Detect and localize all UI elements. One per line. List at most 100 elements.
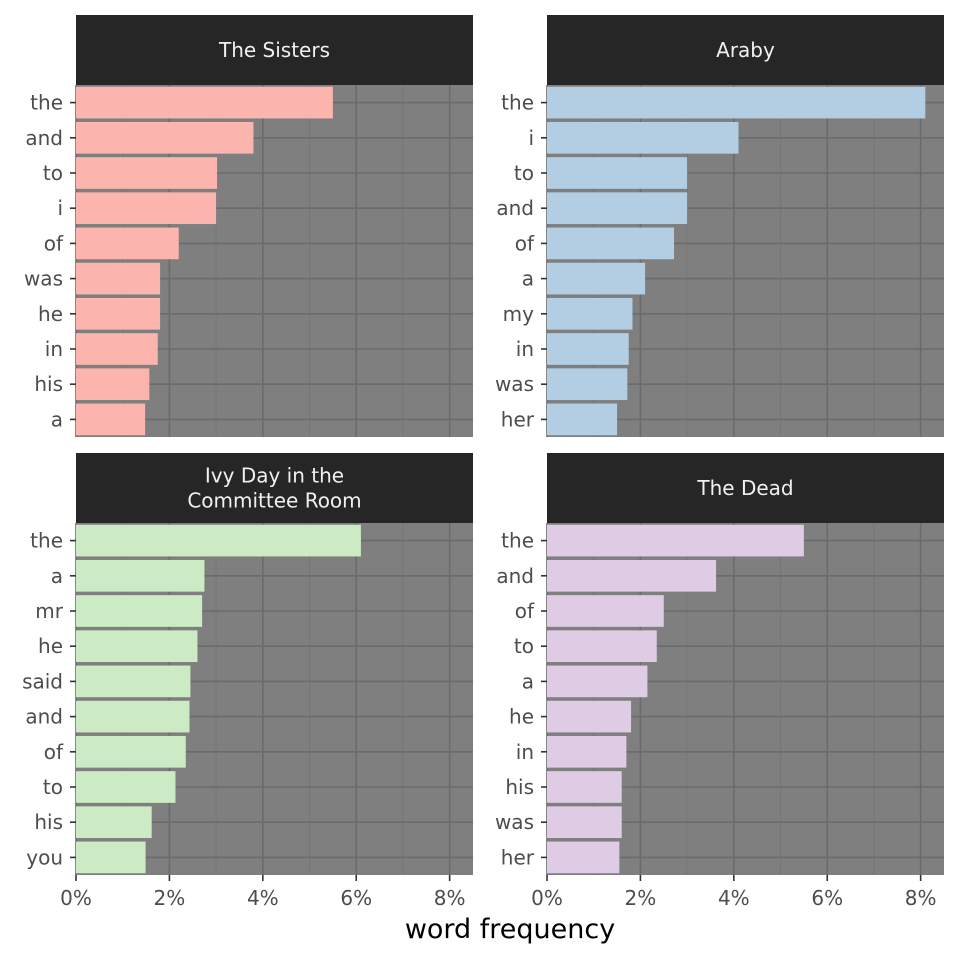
facet-title: Araby xyxy=(716,38,775,62)
x-tick-label: 6% xyxy=(811,886,843,910)
y-tick-label: was xyxy=(495,810,534,834)
y-tick-label: of xyxy=(44,231,64,255)
x-tick-label: 4% xyxy=(718,886,750,910)
bar xyxy=(76,665,191,698)
y-tick-label: and xyxy=(496,196,534,220)
x-axis-title: word frequency xyxy=(405,914,615,945)
bar xyxy=(547,121,739,154)
y-tick-label: of xyxy=(515,599,535,623)
facet-title: The Dead xyxy=(696,476,793,500)
y-tick-label: to xyxy=(43,161,63,185)
y-tick-label: her xyxy=(501,407,535,431)
bar xyxy=(547,297,633,330)
bar xyxy=(76,192,217,225)
y-tick-label: he xyxy=(38,634,63,658)
y-tick-label: in xyxy=(516,337,534,361)
bar xyxy=(76,700,190,733)
bar xyxy=(76,841,146,874)
bar xyxy=(76,403,146,436)
bar xyxy=(547,368,628,401)
bar xyxy=(547,86,926,119)
y-tick-label: he xyxy=(509,705,534,729)
bar xyxy=(547,227,675,260)
y-tick-label: the xyxy=(30,91,63,115)
bar xyxy=(76,735,186,768)
x-tick-label: 8% xyxy=(434,886,466,910)
y-tick-label: in xyxy=(516,740,534,764)
y-tick-label: i xyxy=(528,126,534,150)
x-tick-label: 8% xyxy=(905,886,937,910)
bar xyxy=(76,630,198,663)
y-tick-label: and xyxy=(496,564,534,588)
bar xyxy=(76,806,152,839)
bar xyxy=(547,630,657,663)
bar xyxy=(76,333,158,365)
facet-title: Ivy Day in the xyxy=(205,464,344,488)
y-tick-label: to xyxy=(514,634,534,658)
y-tick-label: and xyxy=(25,705,63,729)
x-tick-label: 0% xyxy=(60,886,92,910)
y-tick-label: a xyxy=(51,407,63,431)
y-tick-label: of xyxy=(44,740,64,764)
bar xyxy=(76,227,179,260)
bar xyxy=(76,297,161,330)
x-tick-label: 4% xyxy=(247,886,279,910)
x-tick-label: 6% xyxy=(340,886,372,910)
x-tick-label: 2% xyxy=(154,886,186,910)
bar xyxy=(76,157,218,189)
facet-title: The Sisters xyxy=(218,38,330,62)
y-tick-label: the xyxy=(501,91,534,115)
y-tick-label: said xyxy=(22,669,63,693)
y-tick-label: to xyxy=(514,161,534,185)
y-tick-label: i xyxy=(57,196,63,220)
bar xyxy=(547,700,632,733)
bar xyxy=(76,262,161,295)
y-tick-label: his xyxy=(34,372,63,396)
bar xyxy=(547,595,664,627)
y-tick-label: her xyxy=(501,845,535,869)
y-tick-label: a xyxy=(522,267,534,291)
x-tick-label: 0% xyxy=(531,886,563,910)
y-tick-label: a xyxy=(522,669,534,693)
y-tick-label: in xyxy=(45,337,63,361)
bar xyxy=(547,841,620,874)
y-tick-label: my xyxy=(503,302,534,326)
bar xyxy=(76,121,254,154)
facet-strip xyxy=(547,15,944,85)
bar xyxy=(76,559,205,592)
bar xyxy=(547,806,622,839)
bar xyxy=(76,368,150,401)
bar xyxy=(76,771,176,803)
facet-strip xyxy=(547,453,944,523)
bar xyxy=(547,403,618,436)
y-tick-label: he xyxy=(38,302,63,326)
bar xyxy=(547,559,717,592)
y-tick-label: his xyxy=(34,810,63,834)
bar xyxy=(547,771,622,803)
y-tick-label: a xyxy=(51,564,63,588)
y-tick-label: his xyxy=(505,775,534,799)
bar xyxy=(547,157,688,189)
y-tick-label: the xyxy=(501,529,534,553)
x-tick-label: 2% xyxy=(625,886,657,910)
y-tick-label: and xyxy=(25,126,63,150)
facet-strip xyxy=(76,453,473,523)
facet-panel: The Dead the and of to a he in his was her 0% 2% 4% 6%… xyxy=(495,453,944,910)
y-tick-label: mr xyxy=(35,599,63,623)
bar xyxy=(76,595,203,627)
bar xyxy=(547,735,627,768)
bar xyxy=(76,86,333,119)
facet-panel: The Sisters the and to i of was he in his a xyxy=(24,15,473,437)
y-tick-label: of xyxy=(515,231,535,255)
y-tick-label: the xyxy=(30,529,63,553)
y-tick-label: to xyxy=(43,775,63,799)
y-tick-label: you xyxy=(26,845,63,869)
bar xyxy=(76,524,361,557)
bar xyxy=(547,333,629,365)
bar xyxy=(547,665,648,698)
facet-strip xyxy=(76,15,473,85)
y-tick-label: was xyxy=(24,267,63,291)
facet-title: Committee Room xyxy=(187,489,361,513)
